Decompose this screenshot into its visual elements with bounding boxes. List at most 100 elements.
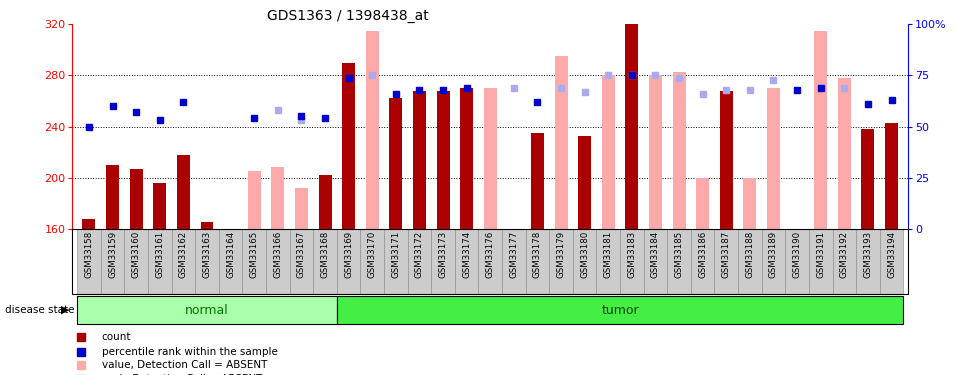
- Text: GSM33177: GSM33177: [509, 231, 519, 278]
- Bar: [201, 222, 213, 229]
- Text: ▶: ▶: [61, 305, 70, 315]
- Bar: [478, 229, 502, 294]
- Bar: [290, 229, 313, 294]
- Bar: [360, 229, 384, 294]
- Text: GSM33161: GSM33161: [156, 231, 164, 278]
- Bar: [106, 165, 119, 229]
- Bar: [412, 91, 426, 229]
- Text: percentile rank within the sample: percentile rank within the sample: [101, 346, 277, 357]
- Text: GSM33159: GSM33159: [108, 231, 117, 278]
- Bar: [266, 229, 290, 294]
- Text: GSM33172: GSM33172: [415, 231, 424, 278]
- Bar: [573, 229, 596, 294]
- Bar: [738, 229, 762, 294]
- Bar: [148, 229, 172, 294]
- Bar: [668, 229, 691, 294]
- Text: GSM33169: GSM33169: [344, 231, 354, 278]
- Bar: [579, 135, 591, 229]
- Text: GSM33179: GSM33179: [556, 231, 565, 278]
- Bar: [195, 229, 218, 294]
- Bar: [460, 88, 473, 229]
- Text: GSM33168: GSM33168: [321, 231, 329, 278]
- Bar: [531, 133, 544, 229]
- Bar: [100, 229, 125, 294]
- Bar: [833, 229, 856, 294]
- Bar: [744, 178, 756, 229]
- Bar: [366, 31, 379, 229]
- Bar: [862, 129, 874, 229]
- Bar: [715, 229, 738, 294]
- Bar: [620, 229, 643, 294]
- Bar: [218, 229, 242, 294]
- Bar: [172, 229, 195, 294]
- Bar: [785, 229, 809, 294]
- Text: GSM33184: GSM33184: [651, 231, 660, 278]
- Text: GSM33167: GSM33167: [297, 231, 306, 278]
- Text: GSM33164: GSM33164: [226, 231, 235, 278]
- Bar: [384, 229, 408, 294]
- Text: GSM33170: GSM33170: [368, 231, 377, 278]
- Text: value, Detection Call = ABSENT: value, Detection Call = ABSENT: [101, 360, 267, 370]
- Bar: [271, 167, 284, 229]
- Text: GSM33186: GSM33186: [698, 231, 707, 278]
- Bar: [856, 229, 880, 294]
- Text: normal: normal: [185, 304, 229, 317]
- Bar: [408, 229, 431, 294]
- Text: GSM33191: GSM33191: [816, 231, 825, 278]
- Text: GSM33158: GSM33158: [84, 231, 94, 278]
- Text: GDS1363 / 1398438_at: GDS1363 / 1398438_at: [267, 9, 429, 23]
- Text: GSM33187: GSM33187: [722, 231, 731, 278]
- Bar: [389, 99, 402, 229]
- Bar: [337, 229, 360, 294]
- Text: GSM33188: GSM33188: [746, 231, 754, 278]
- Bar: [125, 229, 148, 294]
- Bar: [814, 31, 827, 229]
- Text: GSM33194: GSM33194: [887, 231, 896, 278]
- Bar: [809, 229, 833, 294]
- Text: disease state: disease state: [5, 305, 74, 315]
- Bar: [319, 175, 331, 229]
- Bar: [337, 296, 903, 324]
- Bar: [643, 229, 668, 294]
- Text: GSM33163: GSM33163: [203, 231, 212, 278]
- Bar: [129, 169, 143, 229]
- Bar: [885, 123, 898, 229]
- Text: GSM33190: GSM33190: [792, 231, 802, 278]
- Text: GSM33162: GSM33162: [179, 231, 188, 278]
- Bar: [767, 88, 780, 229]
- Bar: [484, 88, 497, 229]
- Text: GSM33166: GSM33166: [273, 231, 282, 278]
- Bar: [720, 91, 733, 229]
- Text: GSM33189: GSM33189: [769, 231, 778, 278]
- Text: GSM33183: GSM33183: [627, 231, 637, 278]
- Text: GSM33160: GSM33160: [131, 231, 141, 278]
- Bar: [455, 229, 478, 294]
- Text: GSM33178: GSM33178: [533, 231, 542, 278]
- Bar: [672, 72, 686, 229]
- Bar: [838, 78, 851, 229]
- Bar: [77, 229, 100, 294]
- Bar: [295, 188, 308, 229]
- Bar: [649, 75, 662, 229]
- Bar: [177, 154, 190, 229]
- Text: rank, Detection Call = ABSENT: rank, Detection Call = ABSENT: [101, 374, 262, 375]
- Text: GSM33193: GSM33193: [864, 231, 872, 278]
- Text: GSM33165: GSM33165: [249, 231, 259, 278]
- Bar: [596, 229, 620, 294]
- Bar: [691, 229, 715, 294]
- Text: tumor: tumor: [601, 304, 639, 317]
- Text: GSM33176: GSM33176: [486, 231, 495, 278]
- Bar: [431, 229, 455, 294]
- Bar: [77, 296, 337, 324]
- Bar: [154, 183, 166, 229]
- Bar: [550, 229, 573, 294]
- Text: GSM33185: GSM33185: [674, 231, 684, 278]
- Bar: [437, 91, 449, 229]
- Bar: [696, 178, 709, 229]
- Text: GSM33171: GSM33171: [391, 231, 400, 278]
- Bar: [625, 24, 639, 229]
- Bar: [242, 229, 266, 294]
- Bar: [554, 56, 568, 229]
- Bar: [313, 229, 337, 294]
- Text: GSM33173: GSM33173: [439, 231, 447, 278]
